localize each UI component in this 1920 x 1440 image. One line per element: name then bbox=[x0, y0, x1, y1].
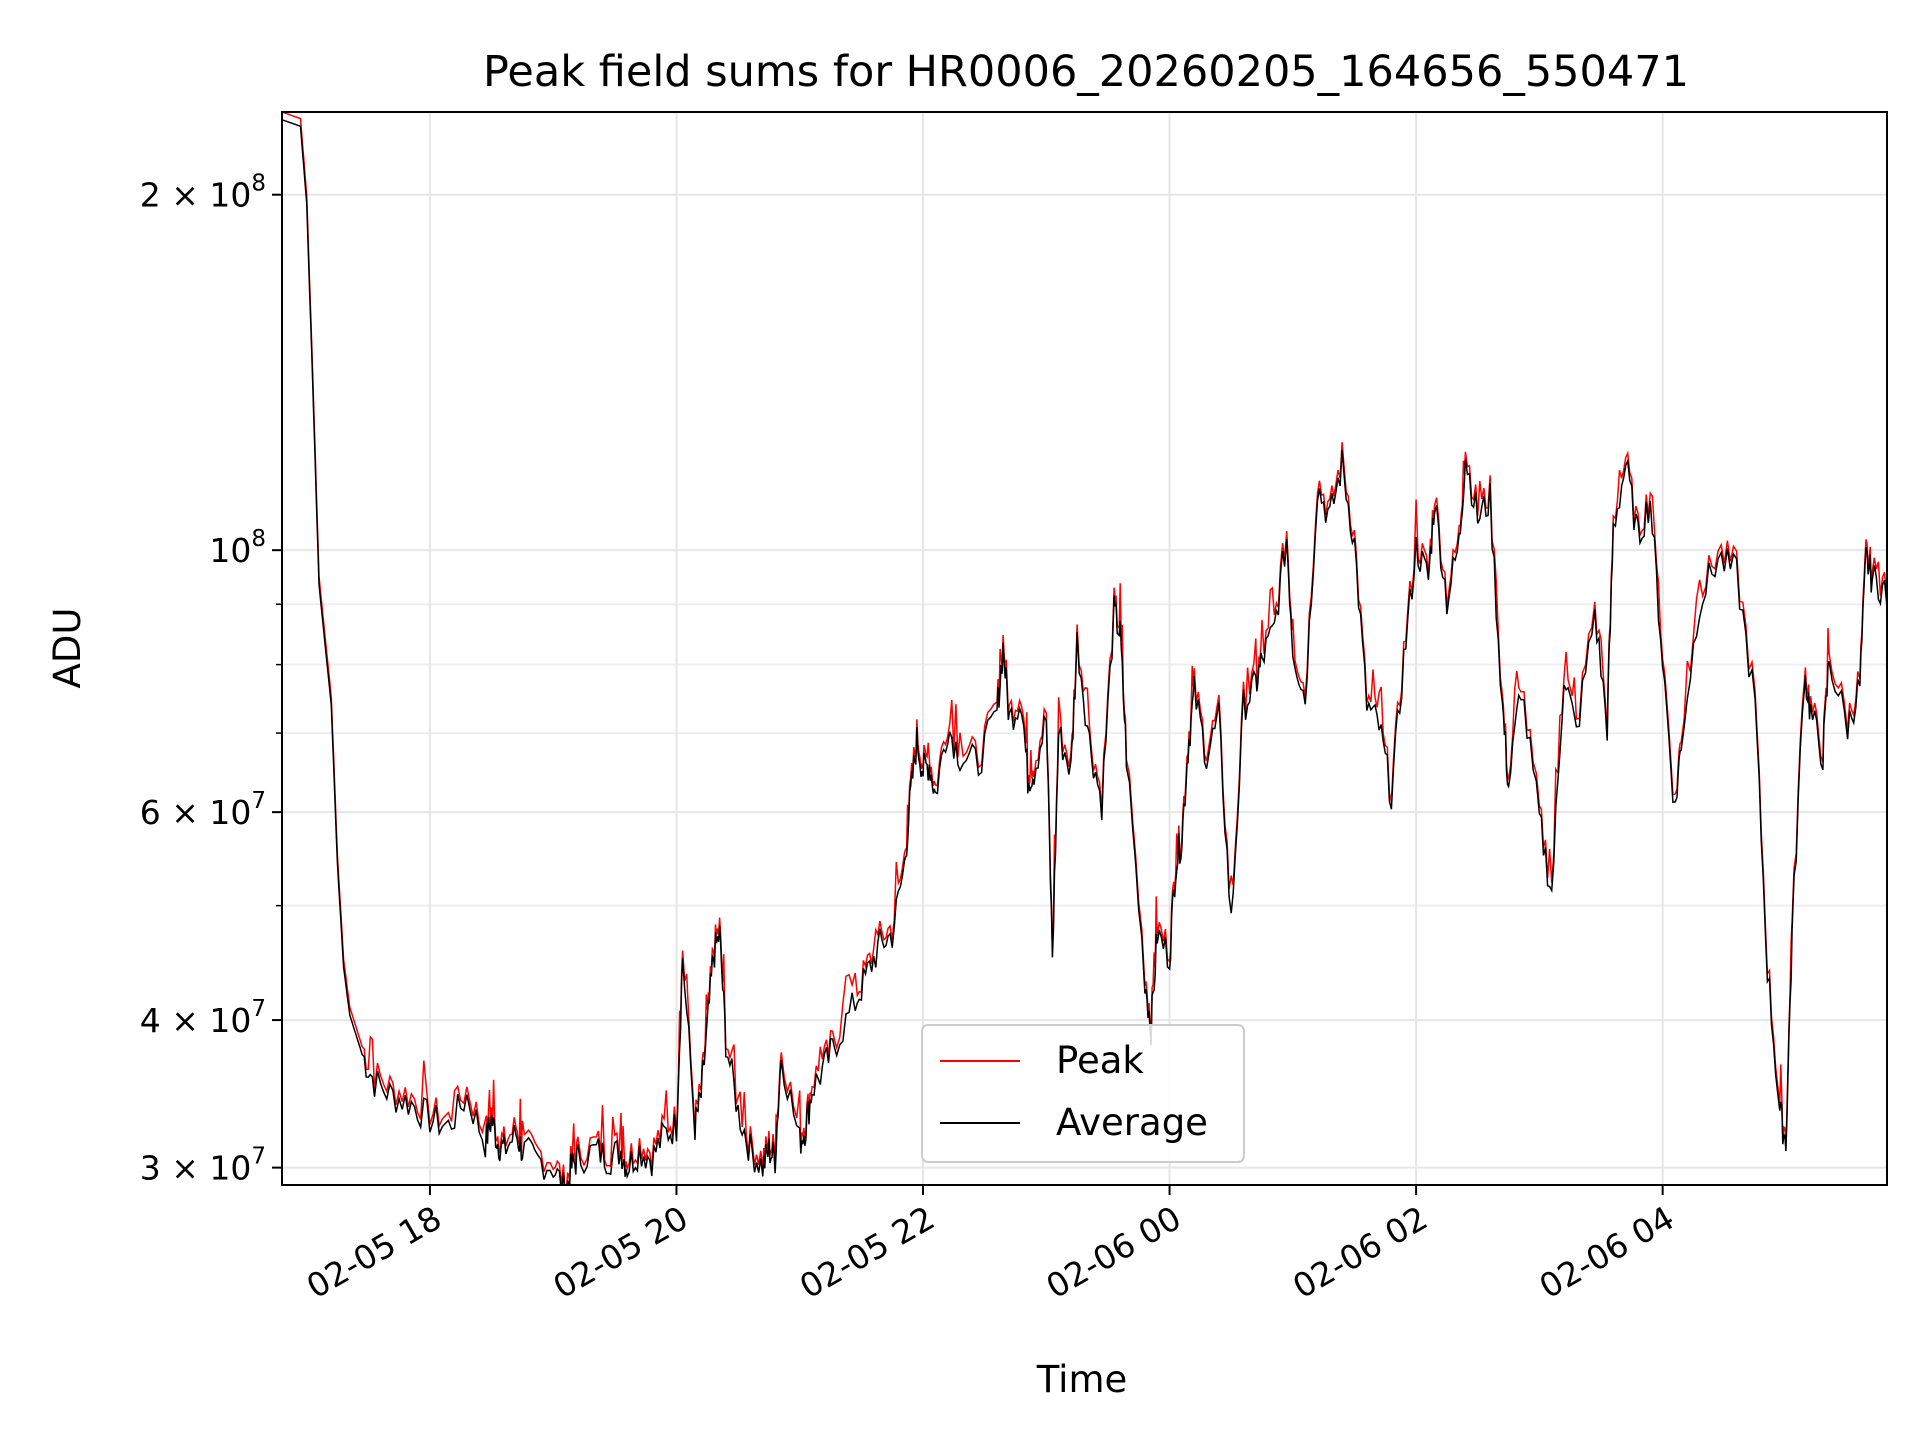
y-axis-ticks: 3 × 107 4 × 107 6 × 107 108 2 × 108 bbox=[140, 171, 282, 1188]
y-tick-label-1: 4 × 107 bbox=[140, 996, 266, 1040]
legend-label-average: Average bbox=[1056, 1101, 1208, 1144]
y-tick-label-0: 3 × 107 bbox=[140, 1144, 266, 1188]
chart-title: Peak field sums for HR0006_20260205_1646… bbox=[483, 47, 1689, 97]
series-lines bbox=[282, 112, 1887, 1185]
legend: Peak Average bbox=[921, 1024, 1245, 1163]
legend-box bbox=[921, 1024, 1245, 1163]
grid-lines bbox=[282, 112, 1887, 1185]
y-tick-label-2: 6 × 107 bbox=[140, 788, 266, 832]
y-tick-label-4: 2 × 108 bbox=[140, 171, 266, 215]
x-axis-label: Time bbox=[1036, 1358, 1128, 1401]
plot-frame bbox=[281, 111, 1888, 1186]
y-tick-label-3: 108 bbox=[209, 526, 266, 570]
series-line-average bbox=[282, 119, 1887, 1185]
legend-label-peak: Peak bbox=[1056, 1039, 1144, 1082]
y-axis-label: ADU bbox=[46, 608, 89, 689]
